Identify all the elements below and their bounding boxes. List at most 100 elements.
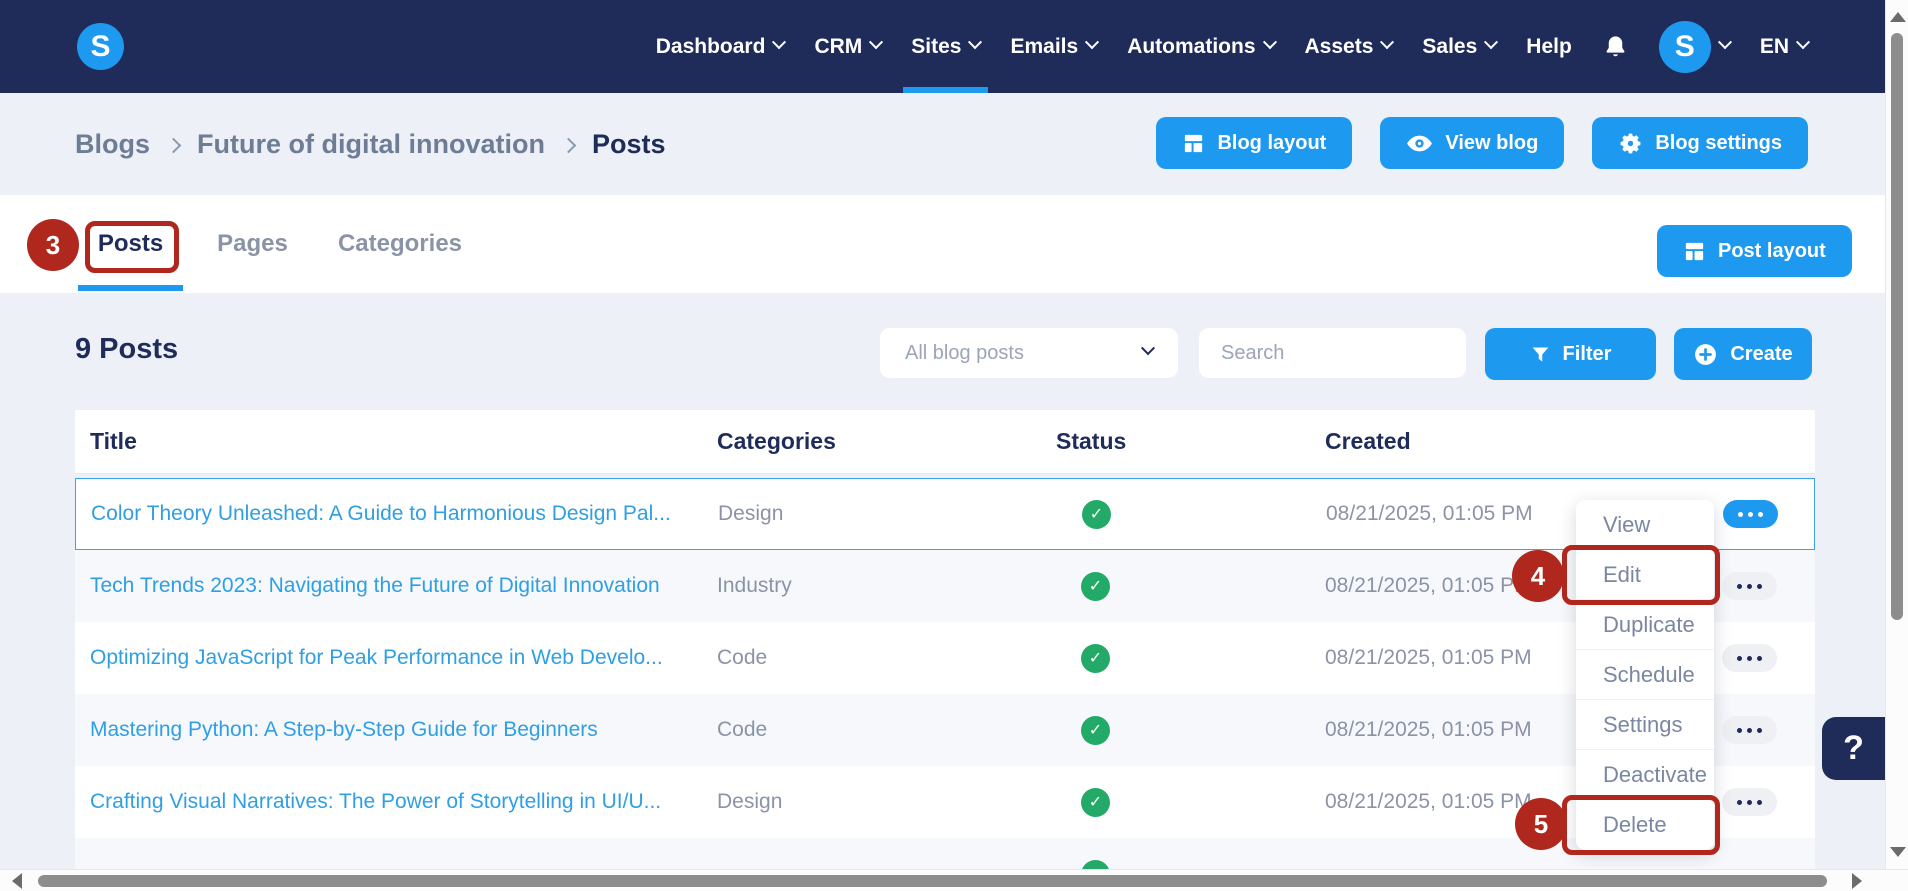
post-created: 08/21/2025, 01:05 PM — [1325, 718, 1532, 741]
blog-settings-button[interactable]: Blog settings — [1592, 117, 1808, 169]
nav-item-crm[interactable]: CRM — [814, 0, 884, 93]
top-navbar: S Dashboard CRM Sites Emails Automations… — [0, 0, 1885, 93]
chevron-down-icon — [968, 34, 983, 49]
funnel-icon — [1532, 347, 1548, 361]
post-title-link[interactable]: Optimizing JavaScript for Peak Performan… — [90, 646, 663, 669]
column-status: Status — [1056, 428, 1127, 454]
plus-circle-icon — [1695, 343, 1717, 365]
nav-item-automations[interactable]: Automations — [1127, 0, 1277, 93]
table-row[interactable]: Optimizing JavaScript for Peak Performan… — [75, 622, 1815, 694]
chevron-down-icon — [1795, 34, 1811, 49]
chevron-down-icon — [1262, 34, 1277, 49]
post-category: Design — [718, 502, 784, 525]
chevron-down-icon — [1380, 34, 1395, 49]
chevron-down-icon — [869, 34, 884, 49]
nav-item-emails[interactable]: Emails — [1010, 0, 1100, 93]
status-published-icon: ✓ — [1082, 499, 1111, 529]
horizontal-scrollbar — [0, 869, 1908, 891]
tab-posts[interactable]: Posts — [78, 195, 183, 293]
post-category: Code — [717, 646, 768, 669]
posts-count: 9 Posts — [75, 333, 179, 365]
status-published-icon: ✓ — [1081, 643, 1110, 673]
menu-item-deactivate[interactable]: Deactivate — [1576, 750, 1714, 800]
blog-actions: Blog layout View blog Blog settings — [1156, 117, 1808, 169]
post-layout-button[interactable]: Post layout — [1657, 225, 1852, 277]
menu-item-delete[interactable]: Delete — [1603, 812, 1667, 837]
scroll-left-arrow[interactable] — [12, 873, 22, 889]
nav-item-assets[interactable]: Assets — [1305, 0, 1395, 93]
user-menu[interactable]: S — [1658, 0, 1732, 93]
chevron-right-icon — [165, 137, 182, 153]
scroll-right-arrow[interactable] — [1852, 873, 1862, 889]
vertical-scrollbar — [1885, 0, 1908, 869]
horizontal-scroll-thumb[interactable] — [38, 875, 1827, 887]
post-title-link[interactable]: Tech Trends 2023: Navigating the Future … — [90, 574, 660, 597]
annotation-step-5: 5 — [1515, 798, 1567, 850]
post-created: 08/21/2025, 01:05 PM — [1325, 646, 1532, 669]
row-actions-button[interactable] — [1722, 788, 1777, 816]
search-box — [1199, 328, 1486, 378]
chevron-down-icon — [1140, 341, 1156, 356]
annotation-box-edit — [1562, 545, 1720, 605]
layout-icon — [1685, 242, 1704, 260]
layout-icon — [1185, 134, 1203, 152]
nav-item-sales[interactable]: Sales — [1422, 0, 1499, 93]
breadcrumb-current: Posts — [591, 128, 666, 159]
chevron-down-icon — [1717, 34, 1732, 49]
nav-item-help[interactable]: Help — [1526, 34, 1572, 58]
row-actions-button[interactable] — [1722, 716, 1777, 744]
filter-button[interactable]: Filter — [1485, 328, 1656, 380]
post-created: 08/21/2025, 01:05 PM — [1326, 502, 1533, 525]
table-row[interactable]: Color Theory Unleashed: A Guide to Harmo… — [75, 478, 1815, 550]
annotation-step-4: 4 — [1512, 550, 1564, 602]
view-blog-button[interactable]: View blog — [1380, 117, 1565, 169]
row-actions-button[interactable] — [1722, 572, 1777, 600]
eye-icon — [1407, 135, 1433, 151]
avatar: S — [1658, 20, 1711, 73]
column-title: Title — [90, 428, 137, 454]
scroll-down-arrow[interactable] — [1890, 847, 1906, 857]
menu-item-edit[interactable]: Edit — [1576, 550, 1714, 600]
nav-item-sites[interactable]: Sites — [903, 0, 989, 93]
active-nav-underline — [903, 87, 989, 93]
search-input[interactable] — [1221, 341, 1486, 365]
status-published-icon: ✓ — [1081, 859, 1110, 869]
gear-icon — [1620, 133, 1641, 153]
annotation-box-delete — [1562, 795, 1720, 855]
annotation-box-posts-tab — [85, 221, 179, 273]
blog-posts-filter-select[interactable]: All blog posts — [880, 328, 1178, 378]
status-published-icon: ✓ — [1081, 787, 1110, 817]
post-title-link[interactable]: Color Theory Unleashed: A Guide to Harmo… — [91, 502, 671, 525]
menu-item-settings[interactable]: Settings — [1576, 700, 1714, 750]
notifications-button[interactable] — [1602, 0, 1629, 93]
breadcrumb-blog-name[interactable]: Future of digital innovation — [197, 128, 545, 159]
row-actions-button[interactable] — [1722, 644, 1777, 672]
chevron-down-icon — [772, 34, 787, 49]
menu-item-schedule[interactable]: Schedule — [1576, 650, 1714, 700]
nav-item-dashboard[interactable]: Dashboard — [656, 0, 787, 93]
scroll-up-arrow[interactable] — [1890, 12, 1906, 22]
help-button[interactable]: ? — [1822, 717, 1885, 780]
breadcrumb: Blogs Future of digital innovation Posts — [75, 93, 666, 195]
post-created: 08/21/2025, 01:05 PM — [1325, 574, 1532, 597]
blog-layout-button[interactable]: Blog layout — [1156, 117, 1353, 169]
tab-categories[interactable]: Categories — [337, 230, 463, 257]
create-button[interactable]: Create — [1674, 328, 1812, 380]
post-title-link[interactable]: Mastering Python: A Step-by-Step Guide f… — [90, 718, 598, 741]
language-selector[interactable]: EN — [1760, 0, 1811, 93]
app-logo[interactable]: S — [77, 23, 124, 70]
status-published-icon: ✓ — [1081, 715, 1110, 745]
vertical-scroll-thumb[interactable] — [1891, 33, 1903, 620]
table-header: Title Categories Status Created — [75, 410, 1815, 474]
table-row[interactable]: Mastering Python: A Step-by-Step Guide f… — [75, 694, 1815, 766]
chevron-right-icon — [560, 137, 577, 153]
post-title-link[interactable]: Crafting Visual Narratives: The Power of… — [90, 790, 662, 813]
menu-item-duplicate[interactable]: Duplicate — [1576, 600, 1714, 650]
breadcrumb-blogs[interactable]: Blogs — [75, 128, 151, 159]
menu-item-view[interactable]: View — [1576, 500, 1714, 550]
annotation-step-3: 3 — [27, 219, 79, 271]
tab-pages[interactable]: Pages — [217, 230, 288, 257]
bell-icon — [1606, 36, 1625, 57]
row-actions-button[interactable] — [1723, 500, 1778, 528]
